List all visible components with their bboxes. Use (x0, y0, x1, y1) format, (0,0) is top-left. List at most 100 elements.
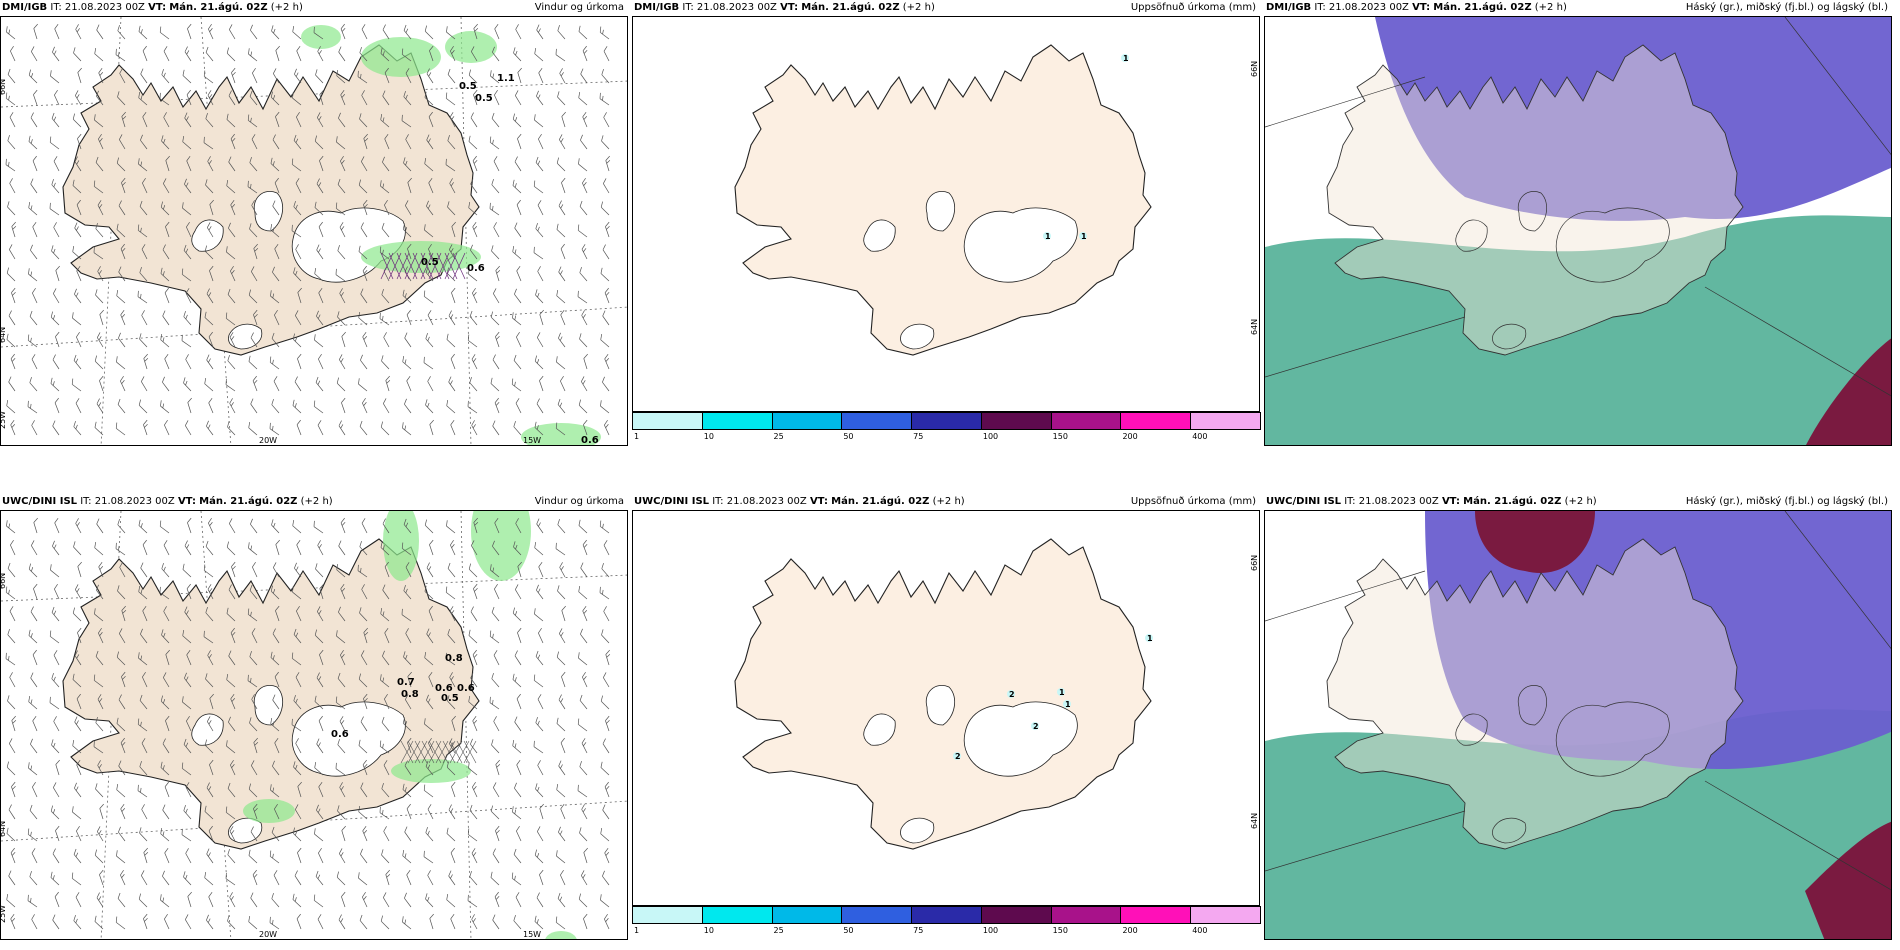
panel-header: UWC/DINI ISL IT: 21.08.2023 00Z VT: Mán.… (632, 494, 1260, 510)
precip-value-label: 2 (955, 752, 961, 761)
colorbar-tick-label: 1 (634, 926, 640, 935)
colorbar-tick-label: 200 (1122, 432, 1138, 441)
model-name: DMI/IGB (1266, 2, 1312, 13)
panel-title: Vindur og úrkoma (534, 496, 624, 507)
panel-header: UWC/DINI ISL IT: 21.08.2023 00Z VT: Mán.… (0, 494, 628, 510)
wind-value-label: 0.7 (397, 677, 415, 688)
panel-title: Vindur og úrkoma (534, 2, 624, 13)
colorbar-tick-label: 150 (1052, 432, 1068, 441)
colorbar-tick-label: 50 (843, 926, 854, 935)
colorbar-tick-label: 400 (1192, 926, 1208, 935)
lead-time: (+2 h) (902, 2, 935, 13)
colorbar-tick-label: 10 (703, 432, 714, 441)
colorbar-swatch (911, 906, 982, 924)
axis-tick-label: 64N (1250, 319, 1259, 335)
colorbar-swatch (1120, 412, 1192, 430)
precip-value-label: 1 (1147, 634, 1153, 643)
init-time: 21.08.2023 00Z (1358, 496, 1439, 507)
axis-tick-label: 66N (1250, 61, 1259, 77)
init-time: 21.08.2023 00Z (696, 2, 777, 13)
wind-map: 0.8 0.7 0.6 0.6 0.8 0.5 0.6 66N 64N 20W 15W 25W (0, 510, 628, 940)
lead-time: (+2 h) (1534, 2, 1567, 13)
panel-uwc-cloud: UWC/DINI ISL IT: 21.08.2023 00Z VT: Mán.… (1264, 494, 1892, 944)
colorbar-swatch (911, 412, 982, 430)
colorbar-swatch (701, 906, 773, 924)
colorbar-swatch (1120, 906, 1192, 924)
colorbar-swatch (1190, 906, 1261, 924)
colorbar-tick-label: 1 (634, 432, 640, 441)
init-time: 21.08.2023 00Z (94, 496, 175, 507)
valid-time: Mán. 21.ágú. 02Z (831, 496, 930, 507)
valid-time: Mán. 21.ágú. 02Z (1463, 496, 1562, 507)
wind-value-label: 0.8 (445, 653, 463, 664)
colorbar-tick-label: 400 (1192, 432, 1208, 441)
wind-value-label: 0.5 (459, 81, 477, 92)
wind-value-label: 1.1 (497, 73, 515, 84)
colorbar-tick-label: 25 (773, 926, 784, 935)
colorbar-swatch (980, 906, 1052, 924)
precip-colorbar: 1 10 25 50 75 100 150 200 400 (632, 412, 1261, 446)
axis-tick-label: 66N (1250, 555, 1259, 571)
axis-tick-label: 64N (1, 327, 7, 343)
colorbar-tick-label: 100 (982, 432, 999, 441)
model-name: DMI/IGB (2, 2, 48, 13)
precip-value-label: 1 (1065, 700, 1071, 709)
model-name: UWC/DINI ISL (1266, 496, 1342, 507)
wind-value-label: 0.5 (421, 257, 439, 268)
precip-value-label: 2 (1033, 722, 1039, 731)
wind-value-label: 0.5 (475, 93, 493, 104)
colorbar-swatch (1190, 412, 1261, 430)
panel-uwc-precip: UWC/DINI ISL IT: 21.08.2023 00Z VT: Mán.… (632, 494, 1261, 944)
valid-time: Mán. 21.ágú. 02Z (169, 2, 268, 13)
panel-header: DMI/IGB IT: 21.08.2023 00Z VT: Mán. 21.á… (0, 0, 628, 16)
colorbar-tick-label: 75 (913, 926, 924, 935)
colorbar-tick-label: 10 (703, 926, 714, 935)
colorbar-swatch (1050, 412, 1122, 430)
wind-value-label: 0.6 (467, 263, 485, 274)
panel-dmi-precip: DMI/IGB IT: 21.08.2023 00Z VT: Mán. 21.á… (632, 0, 1261, 450)
panel-title: Háský (gr.), miðský (fj.bl.) og lágský (… (1685, 496, 1888, 507)
wind-value-label: 0.6 (457, 683, 475, 694)
precip-value-label: 2 (1009, 690, 1015, 699)
colorbar-swatch (841, 906, 913, 924)
colorbar-tick-label: 25 (773, 432, 784, 441)
panel-title: Háský (gr.), miðský (fj.bl.) og lágský (… (1685, 2, 1888, 13)
valid-time: Mán. 21.ágú. 02Z (199, 496, 298, 507)
colorbar-swatch (632, 412, 703, 430)
panel-dmi-cloud: DMI/IGB IT: 21.08.2023 00Z VT: Mán. 21.á… (1264, 0, 1892, 450)
axis-tick-label: 64N (1, 821, 7, 837)
colorbar-tick-label: 50 (843, 432, 854, 441)
valid-time: Mán. 21.ágú. 02Z (1433, 2, 1532, 13)
lead-time: (+2 h) (932, 496, 965, 507)
colorbar-swatch (701, 412, 773, 430)
lead-time: (+2 h) (270, 2, 303, 13)
panel-header: UWC/DINI ISL IT: 21.08.2023 00Z VT: Mán.… (1264, 494, 1892, 510)
axis-tick-label: 25W (1, 411, 7, 429)
axis-tick-label: 15W (523, 436, 541, 445)
model-name: DMI/IGB (634, 2, 680, 13)
colorbar-swatch (1050, 906, 1122, 924)
precip-colorbar: 1 10 25 50 75 100 150 200 400 (632, 906, 1261, 940)
wind-value-label: 0.8 (401, 689, 419, 700)
colorbar-swatch (632, 906, 703, 924)
panel-header: DMI/IGB IT: 21.08.2023 00Z VT: Mán. 21.á… (1264, 0, 1892, 16)
panel-header: DMI/IGB IT: 21.08.2023 00Z VT: Mán. 21.á… (632, 0, 1260, 16)
axis-tick-label: 15W (523, 930, 541, 939)
wind-value-label: 0.6 (435, 683, 453, 694)
precip-value-label: 1 (1123, 54, 1129, 63)
colorbar-swatch (841, 412, 913, 430)
init-time: 21.08.2023 00Z (1328, 2, 1409, 13)
wind-map: 0.5 1.1 0.5 0.5 0.6 0.6 66N 64N 20W 15W 25W (0, 16, 628, 446)
valid-time: Mán. 21.ágú. 02Z (801, 2, 900, 13)
precip-map: 1 2 1 1 2 2 66N 64N (632, 510, 1260, 906)
precip-value-label: 1 (1081, 232, 1087, 241)
axis-tick-label: 66N (1, 573, 7, 589)
colorbar-swatch (771, 412, 843, 430)
colorbar-swatch (771, 906, 843, 924)
init-time: 21.08.2023 00Z (726, 496, 807, 507)
model-name: UWC/DINI ISL (634, 496, 710, 507)
colorbar-tick-label: 100 (982, 926, 999, 935)
colorbar-tick-label: 200 (1122, 926, 1138, 935)
panel-title: Uppsöfnuð úrkoma (mm) (1130, 2, 1256, 13)
cloud-map (1264, 16, 1892, 446)
